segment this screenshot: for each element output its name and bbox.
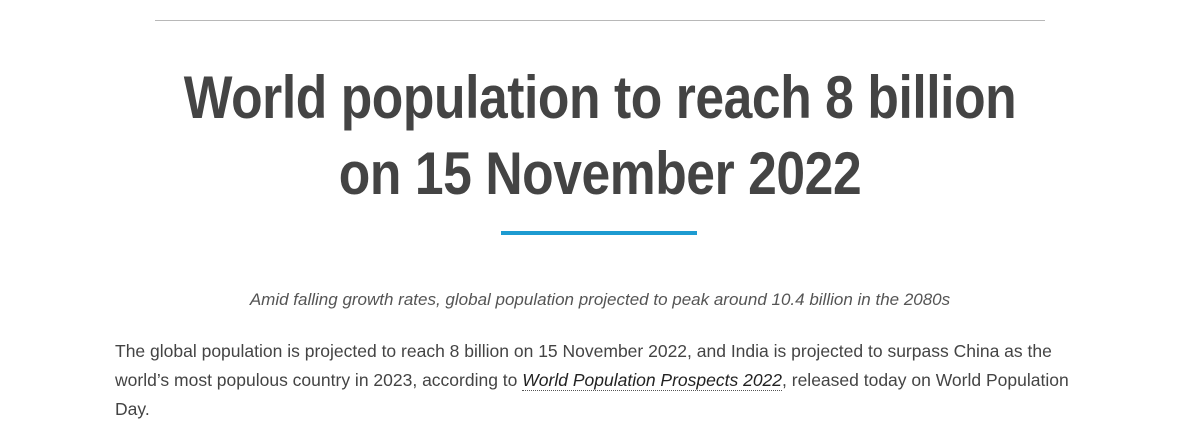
title-line-1: World population to reach 8 billion <box>183 64 1017 131</box>
wpp-2022-link[interactable]: World Population Prospects 2022 <box>522 370 783 391</box>
subtitle: Amid falling growth rates, global popula… <box>249 290 951 309</box>
body-text-after-link: , released today on World Population Day… <box>115 370 1069 419</box>
page-title: World population to reach 8 billion on 1… <box>84 60 1116 212</box>
body-text-before-link: The global population is projected to re… <box>115 341 1052 390</box>
body-paragraph: The global population is projected to re… <box>115 337 1090 424</box>
title-line-2: on 15 November 2022 <box>338 140 862 207</box>
title-accent-underline <box>501 231 697 235</box>
top-divider <box>155 20 1045 21</box>
